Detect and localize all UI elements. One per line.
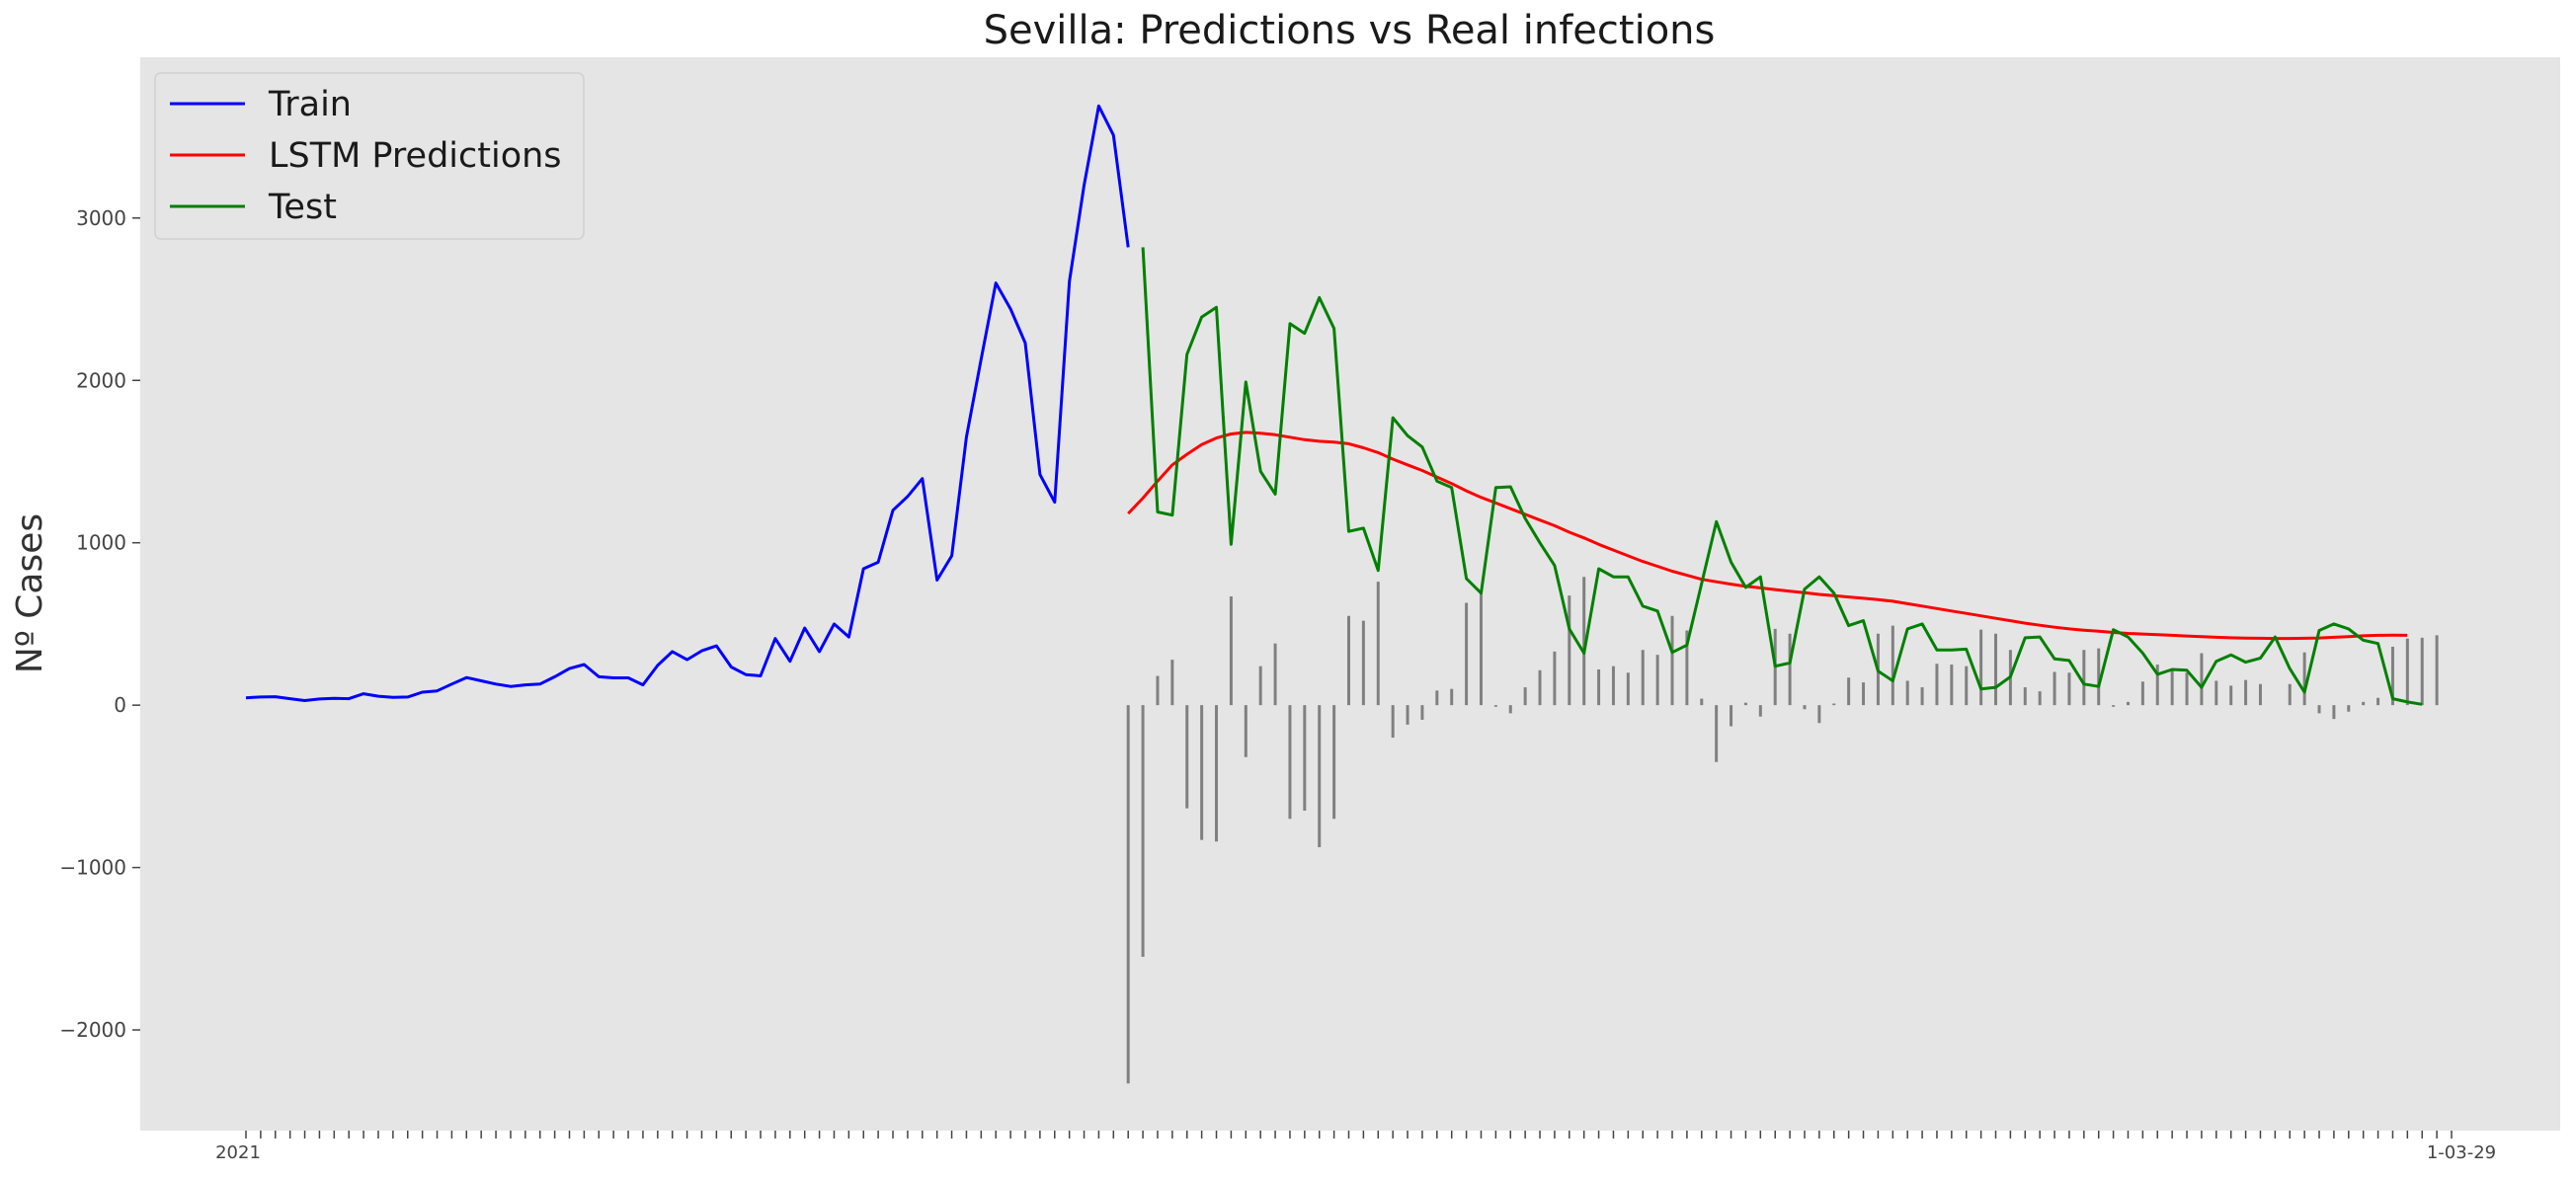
- legend-label: Train: [268, 85, 352, 124]
- legend-label: LSTM Predictions: [269, 136, 562, 176]
- series-lines: [245, 104, 2423, 706]
- series-line-test: [1141, 247, 2423, 706]
- y-axis-label: Nº Cases: [10, 513, 50, 673]
- x-tick-label: 2021: [215, 1142, 261, 1163]
- y-axis: −2000 −1000 0 1000 2000 3000: [59, 206, 140, 1042]
- legend-label: Test: [268, 188, 337, 227]
- chart-title: Sevilla: Predictions vs Real infections: [984, 8, 1716, 53]
- y-tick-label: 0: [114, 693, 126, 717]
- y-tick-label: −2000: [59, 1018, 126, 1042]
- y-tick-label: 1000: [76, 531, 126, 555]
- legend-box: [154, 72, 585, 240]
- y-tick-label: 2000: [76, 368, 126, 392]
- x-axis: 2021 1-03-29: [215, 1131, 2496, 1163]
- y-tick-label: −1000: [59, 856, 126, 880]
- y-tick-label: 3000: [76, 206, 126, 230]
- series-line-train: [245, 104, 1130, 702]
- legend: Train LSTM Predictions Test: [154, 72, 585, 240]
- x-tick-label: 1-03-29: [2427, 1142, 2496, 1163]
